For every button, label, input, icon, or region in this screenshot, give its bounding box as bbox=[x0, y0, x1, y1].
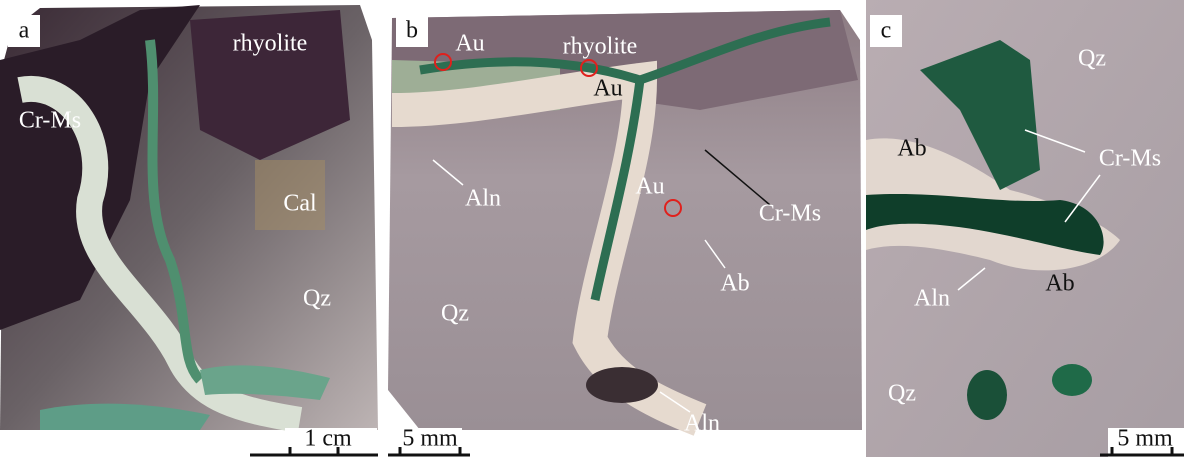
leader-line bbox=[432, 159, 464, 186]
leader-line bbox=[957, 267, 986, 291]
label: Cr-Ms bbox=[19, 108, 81, 134]
scale-label: 5 mm bbox=[1117, 426, 1173, 452]
panel-letter-box bbox=[396, 15, 428, 47]
label: Qz bbox=[1078, 46, 1106, 72]
calcite bbox=[255, 160, 325, 230]
green-lens bbox=[40, 403, 210, 430]
label: Ab bbox=[897, 136, 926, 162]
panel-letter: a bbox=[19, 18, 30, 44]
gold-marker bbox=[664, 199, 682, 217]
scale-label: 5 mm bbox=[402, 426, 458, 452]
label: Cr-Ms bbox=[1099, 146, 1161, 172]
label: Qz bbox=[888, 381, 916, 407]
scale-bar bbox=[250, 447, 378, 457]
scale-box bbox=[398, 428, 462, 457]
chromian-muscovite bbox=[920, 40, 1040, 190]
panel-letter: c bbox=[881, 18, 892, 44]
allanite bbox=[586, 367, 658, 403]
rhyolite-area bbox=[190, 10, 350, 160]
panel-letter: b bbox=[406, 18, 418, 44]
vein bbox=[17, 75, 303, 433]
label: Qz bbox=[303, 286, 331, 312]
label: Au bbox=[635, 174, 664, 200]
scale-bar bbox=[1100, 447, 1184, 457]
label: Qz bbox=[441, 301, 469, 327]
chromian-muscovite bbox=[1052, 364, 1092, 396]
scale-bar bbox=[388, 447, 470, 457]
leader-line bbox=[704, 149, 771, 206]
leader-line bbox=[704, 239, 726, 269]
label: rhyolite bbox=[563, 34, 638, 60]
label: Cr-Ms bbox=[759, 201, 821, 227]
green-lens bbox=[200, 365, 330, 400]
chromian-muscovite bbox=[866, 193, 1104, 255]
chromian-muscovite bbox=[967, 370, 1007, 420]
gold-marker bbox=[434, 53, 452, 71]
scale-box bbox=[285, 428, 377, 457]
label: Au bbox=[593, 76, 622, 102]
label: Ab bbox=[1045, 271, 1074, 297]
panel-a: a rhyolite Cr-Ms Cal Qz 1 cm bbox=[0, 5, 378, 457]
label: Cal bbox=[283, 191, 317, 217]
label: Aln bbox=[684, 411, 720, 437]
label: Ab bbox=[720, 271, 749, 297]
vein bbox=[419, 17, 831, 301]
panel-c: c Qz Ab Cr-Ms Ab Aln Qz 5 mm bbox=[866, 0, 1184, 457]
gold-marker bbox=[580, 59, 598, 77]
label: rhyolite bbox=[233, 31, 308, 57]
label: Aln bbox=[914, 286, 950, 312]
vein bbox=[145, 39, 204, 384]
panel-b: b Au rhyolite Au Aln Au Cr-Ms Ab Qz Aln … bbox=[388, 10, 862, 457]
label: Aln bbox=[465, 186, 501, 212]
leader-line bbox=[1024, 129, 1101, 223]
panel-letter-box bbox=[870, 15, 902, 47]
scale-label: 1 cm bbox=[304, 426, 352, 452]
label: Au bbox=[455, 31, 484, 57]
leader-line bbox=[659, 391, 691, 413]
panel-letter-box bbox=[8, 15, 40, 47]
